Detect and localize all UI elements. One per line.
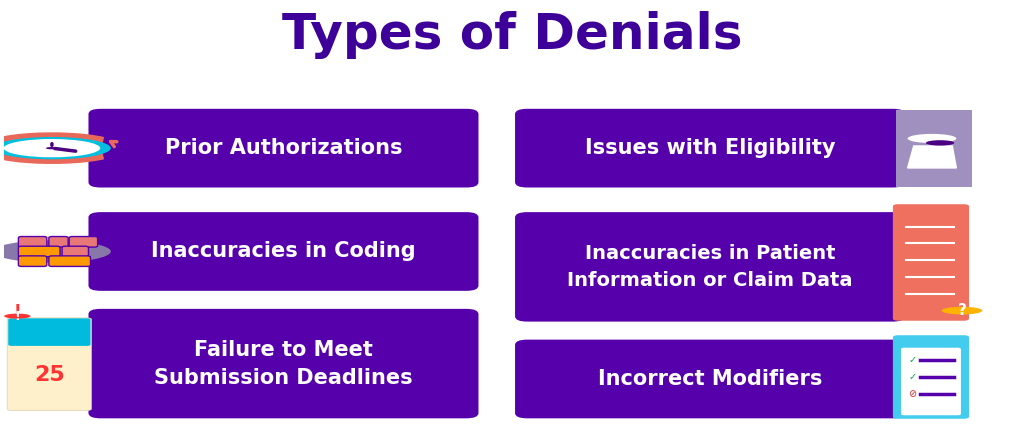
Text: Inaccuracies in Patient
Information or Claim Data: Inaccuracies in Patient Information or C…	[567, 244, 853, 289]
FancyBboxPatch shape	[18, 237, 47, 247]
Ellipse shape	[46, 147, 58, 149]
FancyBboxPatch shape	[88, 309, 478, 418]
Text: 25: 25	[34, 365, 65, 385]
FancyBboxPatch shape	[88, 212, 478, 291]
Text: Prior Authorizations: Prior Authorizations	[165, 138, 402, 158]
FancyBboxPatch shape	[49, 256, 90, 267]
FancyBboxPatch shape	[18, 256, 47, 267]
Ellipse shape	[907, 134, 956, 143]
FancyBboxPatch shape	[8, 319, 90, 346]
FancyBboxPatch shape	[515, 109, 905, 188]
Text: Inaccuracies in Coding: Inaccuracies in Coding	[152, 241, 416, 262]
Text: !: !	[14, 310, 20, 323]
FancyBboxPatch shape	[896, 110, 972, 187]
Text: Issues with Eligibility: Issues with Eligibility	[585, 138, 836, 158]
Ellipse shape	[0, 137, 111, 159]
Ellipse shape	[942, 307, 982, 314]
Ellipse shape	[4, 139, 100, 157]
FancyBboxPatch shape	[18, 246, 60, 257]
FancyBboxPatch shape	[88, 109, 478, 188]
Text: ✓: ✓	[908, 355, 916, 365]
Text: Incorrect Modifiers: Incorrect Modifiers	[598, 369, 822, 389]
FancyBboxPatch shape	[893, 204, 969, 321]
FancyBboxPatch shape	[62, 246, 88, 257]
Ellipse shape	[4, 314, 31, 319]
Text: Failure to Meet
Submission Deadlines: Failure to Meet Submission Deadlines	[155, 340, 413, 388]
Ellipse shape	[926, 140, 954, 146]
FancyBboxPatch shape	[70, 237, 97, 247]
Text: !: !	[13, 303, 22, 321]
FancyBboxPatch shape	[49, 237, 69, 247]
FancyBboxPatch shape	[7, 318, 91, 410]
FancyBboxPatch shape	[515, 340, 905, 418]
FancyBboxPatch shape	[893, 335, 969, 419]
Text: ⊘: ⊘	[908, 389, 916, 400]
Polygon shape	[907, 146, 956, 168]
Text: Types of Denials: Types of Denials	[282, 11, 742, 59]
FancyBboxPatch shape	[515, 212, 905, 322]
Text: ✓: ✓	[908, 372, 916, 382]
Ellipse shape	[0, 240, 111, 263]
FancyBboxPatch shape	[901, 348, 961, 415]
Text: ?: ?	[957, 303, 967, 318]
